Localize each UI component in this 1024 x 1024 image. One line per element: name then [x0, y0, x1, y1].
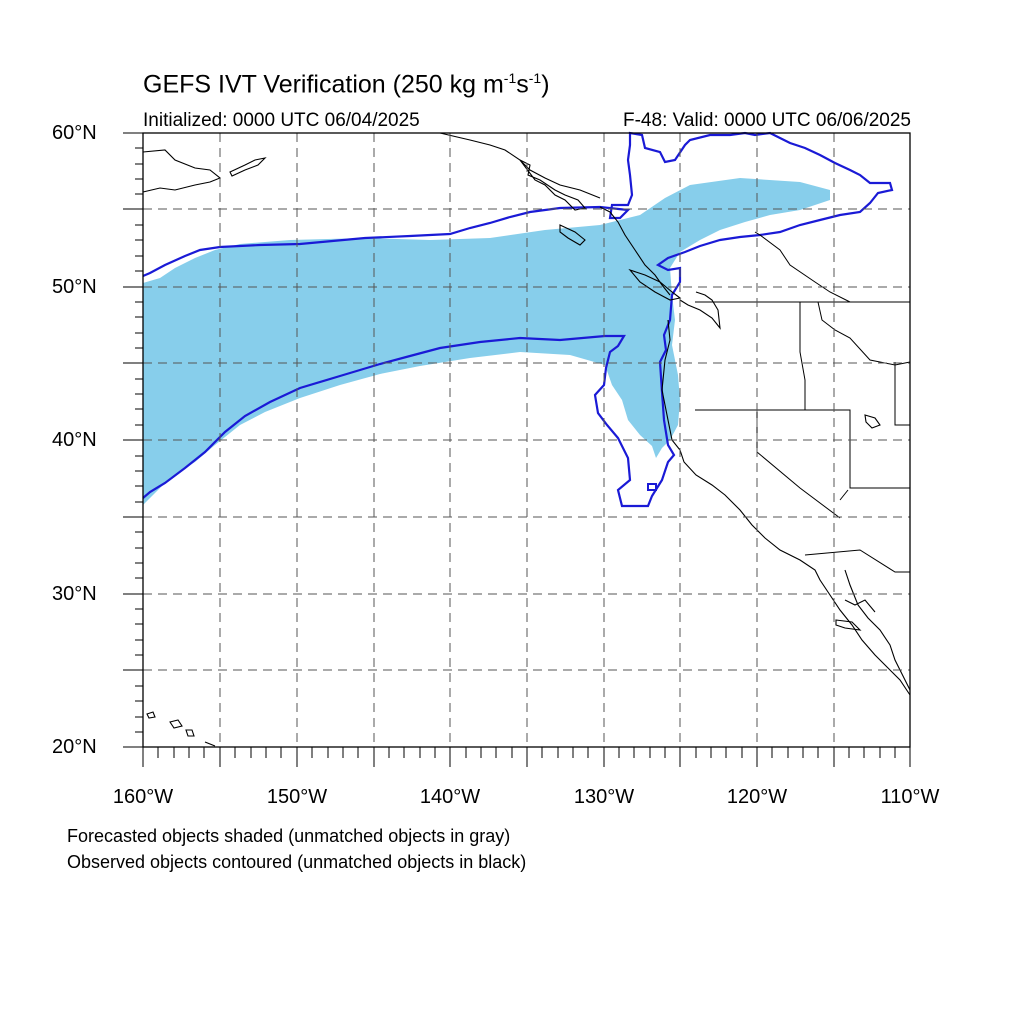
observed-ivt-contour-small [647, 483, 657, 491]
lon-label-140w: 140°W [419, 786, 481, 808]
lat-label-60: 60°N [52, 122, 97, 144]
initialized-time: Initialized: 0000 UTC 06/04/2025 [143, 110, 420, 131]
lat-label-20: 20°N [52, 736, 97, 758]
lat-label-50: 50°N [52, 276, 97, 298]
valid-time: F-48: Valid: 0000 UTC 06/06/2025 [623, 110, 911, 131]
lon-label-130w: 130°W [573, 786, 635, 808]
lon-label-120w: 120°W [726, 786, 788, 808]
lat-label-30: 30°N [52, 583, 97, 605]
lon-label-110w: 110°W [880, 786, 940, 808]
lon-label-150w: 150°W [266, 786, 328, 808]
lat-label-40: 40°N [52, 429, 97, 451]
gridlines [143, 133, 910, 747]
political-borders [695, 231, 911, 573]
observed-ivt-contour [142, 131, 894, 508]
lon-label-160w: 160°W [112, 786, 174, 808]
map-title: GEFS IVT Verification (250 kg m-1s-1) [143, 70, 550, 99]
footer-observed-note: Observed objects contoured (unmatched ob… [67, 852, 527, 872]
axis-ticks [123, 132, 911, 767]
footer-forecast-note: Forecasted objects shaded (unmatched obj… [67, 826, 511, 846]
